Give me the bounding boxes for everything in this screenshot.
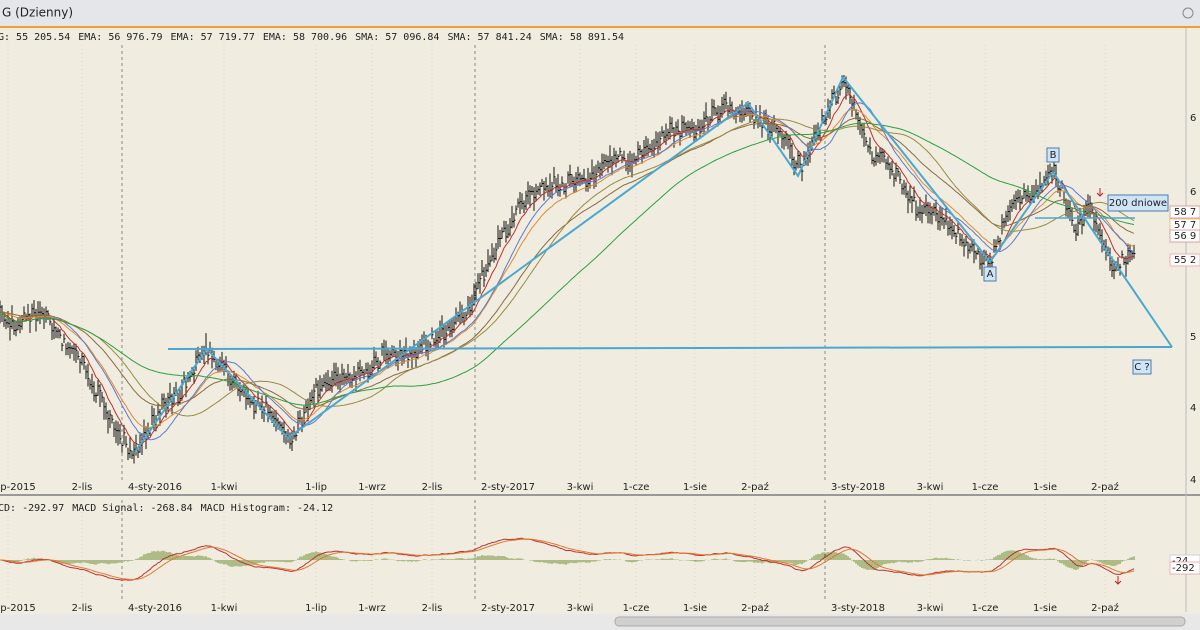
- ma-annotation: 200 dniowe: [1109, 198, 1167, 209]
- legend-item: SMA: 58 891.54: [540, 32, 624, 43]
- legend-item: SMA: 57 841.24: [447, 32, 531, 43]
- legend-item: CD: -292.97: [0, 503, 64, 514]
- price-tag: [1169, 229, 1200, 243]
- moving-average: [0, 94, 1135, 446]
- wave-label: C ?: [1134, 362, 1149, 373]
- x-tick-label: 1-sie: [1033, 603, 1057, 614]
- y-tick-label: 4: [1190, 475, 1196, 486]
- legend-item: EMA: 58 700.96: [263, 32, 347, 43]
- x-tick-label: 1-sie: [1033, 482, 1057, 493]
- x-tick-label: 1-cze: [623, 603, 650, 614]
- price-tag-text: 55 2: [1174, 255, 1196, 266]
- label-box: [1132, 359, 1152, 375]
- x-tick-label: 1-lip: [305, 482, 327, 493]
- window-button[interactable]: [1182, 7, 1194, 19]
- wave-label: B: [1050, 150, 1057, 161]
- x-tick-label: p-2015: [0, 482, 35, 493]
- wave-label: A: [987, 269, 994, 280]
- scroll-thumb[interactable]: [614, 616, 1186, 627]
- y-tick-label: 5: [1190, 332, 1196, 343]
- x-tick-label: 2-lis: [72, 603, 93, 614]
- x-tick-label: 2-sty-2017: [481, 482, 535, 493]
- legend-item: MACD Signal: -268.84: [72, 503, 192, 514]
- price-tag-text: 56 9: [1174, 231, 1196, 242]
- y-tick-label: 4: [1190, 403, 1196, 414]
- legend-item: G: 55 205.54: [0, 32, 70, 43]
- support-line: [167, 346, 1173, 350]
- x-tick-label: 4-sty-2016: [128, 482, 182, 493]
- x-tick-label: 2-sty-2017: [481, 603, 535, 614]
- x-tick-label: 3-kwi: [567, 482, 594, 493]
- x-tick-label: 2-paź: [741, 602, 769, 614]
- price-tag: [1169, 253, 1200, 267]
- x-tick-label: 1-kwi: [211, 603, 238, 614]
- x-tick-label: 4-sty-2016: [128, 603, 182, 614]
- price-tag-text: 58 7: [1174, 207, 1196, 218]
- legend-item: EMA: 57 719.77: [171, 32, 255, 43]
- price-pane: [0, 28, 1200, 494]
- price-tag: [1169, 205, 1200, 219]
- x-tick-label: 3-sty-2018: [831, 482, 885, 493]
- x-tick-label: 1-cze: [972, 482, 999, 493]
- title-bar: [0, 0, 1200, 26]
- macd-tag: [1169, 561, 1200, 575]
- x-tick-label: 1-wrz: [358, 603, 386, 614]
- x-tick-label: 2-lis: [72, 482, 93, 493]
- y-tick-label: 6: [1190, 187, 1196, 198]
- x-tick-label: 1-kwi: [211, 482, 238, 493]
- signal-line: [0, 538, 1135, 581]
- x-tick-label: 3-sty-2018: [831, 603, 885, 614]
- legend-item: MACD Histogram: -24.12: [201, 503, 333, 514]
- x-tick-label: 1-lip: [305, 603, 327, 614]
- moving-average: [0, 108, 1135, 429]
- arrow-icon: [1096, 188, 1104, 197]
- moving-average: [0, 118, 1135, 417]
- price-tag-text: 57 7: [1174, 220, 1196, 231]
- arrow-icon: [1114, 576, 1122, 585]
- x-tick-label: 2-paź: [1091, 481, 1119, 493]
- x-tick-label: 1-sie: [683, 482, 707, 493]
- legend-item: SMA: 57 096.84: [355, 32, 439, 43]
- y-tick-label: 6: [1190, 113, 1196, 124]
- label-box: [1107, 194, 1169, 212]
- x-tick-label: 1-cze: [972, 603, 999, 614]
- x-tick-label: 2-paź: [1091, 602, 1119, 614]
- x-tick-label: 3-kwi: [917, 482, 944, 493]
- x-tick-label: p-2015: [0, 603, 35, 614]
- wave-lines: [134, 75, 1173, 453]
- x-tick-label: 3-kwi: [567, 603, 594, 614]
- macd-tag-text: -292: [1172, 563, 1195, 574]
- x-tick-label: 2-lis: [422, 603, 443, 614]
- macd-line: [0, 537, 1135, 581]
- window-title: G (Dzienny): [2, 6, 73, 20]
- label-box: [983, 266, 997, 282]
- x-tick-label: 1-cze: [623, 482, 650, 493]
- x-tick-label: 1-sie: [683, 603, 707, 614]
- zigzag: [134, 75, 1173, 453]
- x-tick-label: 1-wrz: [358, 482, 386, 493]
- moving-average: [0, 102, 1135, 441]
- x-tick-label: 2-lis: [422, 482, 443, 493]
- x-tick-label: 2-paź: [741, 481, 769, 493]
- label-box: [1046, 147, 1060, 163]
- legend-item: EMA: 56 976.79: [78, 32, 162, 43]
- x-tick-label: 3-kwi: [917, 603, 944, 614]
